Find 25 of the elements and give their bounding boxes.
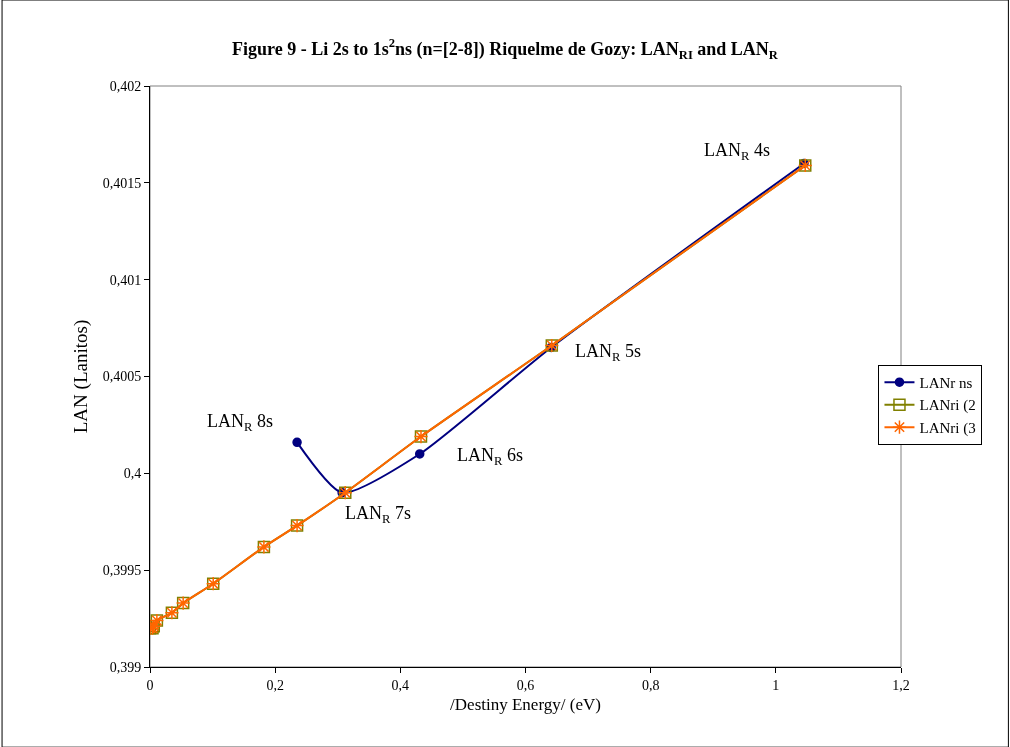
y-axis-title: LAN (Lanitos) <box>69 319 92 434</box>
annotation: LAN$_{R}$ 7s <box>345 503 411 526</box>
y-tick-label: 0,3995 <box>102 563 142 579</box>
annotation: LAN$_{R}$ 5s <box>575 341 641 364</box>
y-tick-label: 0,4 <box>123 466 142 482</box>
y-tick-label: 0,4005 <box>102 369 142 385</box>
y-tick-label: 0,399 <box>109 659 142 675</box>
chart-title: Figure 9 - Li 2s to 1s$^{2}$ns (n=[2-8]) Riquelme de Gozy: LAN$_{RI}$ and LAN$_{R}$ <box>232 36 779 62</box>
x-axis-title: /Destiny Energy/ (eV) <box>450 695 601 715</box>
x-tick-label: 0 <box>146 677 154 693</box>
x-tick-label: 0,8 <box>641 677 660 693</box>
legend-label: LANri (2 <box>919 397 976 415</box>
annotation: LAN$_{R}$ 6s <box>457 445 523 468</box>
legend-label: LANri (3 <box>919 419 976 437</box>
y-tick-label: 0,402 <box>109 78 142 94</box>
y-tick-label: 0,401 <box>109 272 142 288</box>
x-tick-label: 1 <box>772 677 780 693</box>
annotation: LAN$_{R}$ 4s <box>704 140 770 163</box>
x-tick-label: 0,4 <box>391 677 410 693</box>
legend-label: LANr ns <box>919 374 973 391</box>
y-tick-label: 0,4015 <box>102 175 142 191</box>
x-tick-label: 0,6 <box>516 677 535 693</box>
x-tick-label: 0,2 <box>266 677 284 693</box>
x-tick-label: 1,2 <box>892 677 910 693</box>
annotation: LAN$_{R}$ 8s <box>207 411 273 434</box>
